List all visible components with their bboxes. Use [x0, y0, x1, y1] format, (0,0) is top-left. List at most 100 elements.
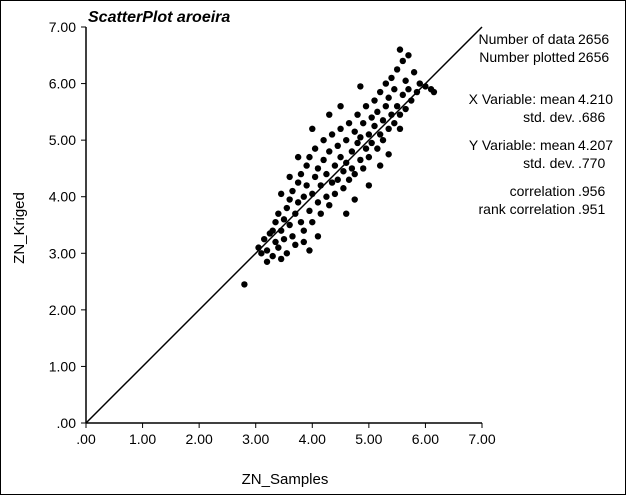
scatter-point	[314, 199, 322, 206]
scatter-point	[309, 218, 316, 226]
scatter-point	[410, 69, 418, 76]
stat-label-x-mean: X Variable: mean	[469, 91, 575, 107]
y-axis-label: ZN_Kriged	[11, 192, 28, 264]
scatter-point	[340, 168, 347, 175]
scatter-point	[328, 179, 336, 186]
scatter-point	[314, 165, 322, 172]
scatter-point	[357, 134, 364, 141]
scatter-point	[393, 66, 401, 73]
scatter-point	[269, 227, 276, 234]
scatter-point	[379, 117, 387, 124]
scatter-point	[311, 145, 319, 152]
scatter-point	[416, 80, 423, 87]
scatter-point	[348, 148, 356, 155]
x-tick-label: 2.00	[186, 431, 213, 447]
scatter-point	[396, 46, 404, 53]
scatter-point	[289, 233, 296, 240]
scatter-point	[393, 103, 401, 110]
scatter-point	[399, 57, 406, 65]
scatter-point	[399, 91, 406, 99]
stat-label-rank-correlation: rank correlation	[479, 201, 576, 217]
stat-value-number-plotted: 2656	[578, 49, 609, 65]
scatter-point	[309, 125, 316, 133]
stat-value-correlation: .956	[578, 183, 605, 199]
scatter-point	[320, 156, 327, 164]
scatter-point	[343, 210, 350, 217]
scatter-point	[368, 114, 375, 121]
scatter-point	[292, 241, 299, 248]
stat-value-x-mean: 4.210	[578, 91, 613, 107]
scatter-point	[357, 83, 364, 90]
scatter-point	[306, 207, 313, 215]
scatter-point	[286, 173, 293, 181]
scatter-point	[320, 136, 327, 144]
x-tick-label: 6.00	[412, 431, 439, 447]
scatter-point	[258, 250, 265, 257]
y-tick-label: 1.00	[49, 358, 76, 374]
stat-label-number-of-data: Number of data	[479, 31, 576, 47]
scatter-point	[300, 193, 307, 200]
scatter-point	[402, 105, 409, 113]
stat-label-number-plotted: Number plotted	[479, 49, 575, 65]
scatter-point	[388, 74, 395, 82]
scatter-point	[283, 250, 291, 257]
scatter-point	[328, 131, 336, 138]
scatter-point	[362, 145, 370, 152]
stat-label-y-std: std. dev.	[523, 155, 575, 171]
scatter-point	[277, 190, 285, 198]
x-tick-label: 4.00	[299, 431, 326, 447]
stat-value-rank-correlation: .951	[578, 201, 605, 217]
scatter-point	[326, 202, 333, 209]
scatter-point	[306, 247, 313, 254]
scatter-point	[269, 252, 276, 260]
stat-label-correlation: correlation	[510, 183, 575, 199]
x-tick-label: 3.00	[242, 431, 269, 447]
scatter-point	[323, 193, 330, 200]
scatter-point	[263, 247, 271, 254]
scatter-point	[280, 216, 288, 223]
scatter-point	[376, 88, 384, 96]
scatter-point	[294, 153, 302, 161]
scatter-point	[297, 218, 305, 226]
y-tick-label: 7.00	[49, 19, 76, 35]
scatter-point	[261, 235, 268, 243]
scatter-point	[277, 255, 285, 263]
scatter-point	[334, 176, 341, 183]
y-tick-label: 2.00	[49, 302, 76, 318]
scatter-point	[331, 162, 339, 169]
scatter-point	[382, 103, 390, 110]
scatter-point	[294, 179, 302, 186]
scatter-point	[371, 122, 378, 130]
scatter-point	[405, 86, 412, 93]
y-tick-label: 3.00	[49, 245, 76, 261]
scatter-point	[337, 153, 344, 161]
scatter-point	[365, 131, 373, 138]
scatter-point	[402, 77, 409, 84]
stat-value-x-std: .686	[578, 109, 605, 125]
scatter-point	[306, 153, 313, 161]
scatter-point	[391, 119, 398, 127]
scatter-point	[286, 196, 293, 203]
x-axis-label: ZN_Samples	[242, 471, 329, 488]
scatter-point	[317, 210, 324, 217]
scatter-point	[374, 145, 381, 152]
reference-line	[85, 26, 483, 424]
y-tick-label: 4.00	[49, 189, 76, 205]
scatter-point	[360, 119, 367, 127]
scatter-point	[382, 80, 390, 87]
scatter-point	[297, 170, 305, 178]
stats-panel: Number of data 2656 Number plotted 2656 …	[469, 31, 614, 217]
scatter-point	[351, 196, 358, 203]
scatter-point	[391, 86, 398, 93]
scatter-point	[337, 103, 344, 110]
scatter-point	[376, 162, 384, 169]
scatter-point	[365, 153, 373, 161]
scatter-point	[303, 162, 310, 169]
scatter-point	[283, 204, 291, 212]
scatter-point	[385, 125, 392, 133]
scatter-point	[340, 185, 347, 192]
scatter-point	[405, 52, 412, 59]
y-tick-label: 5.00	[49, 132, 76, 148]
